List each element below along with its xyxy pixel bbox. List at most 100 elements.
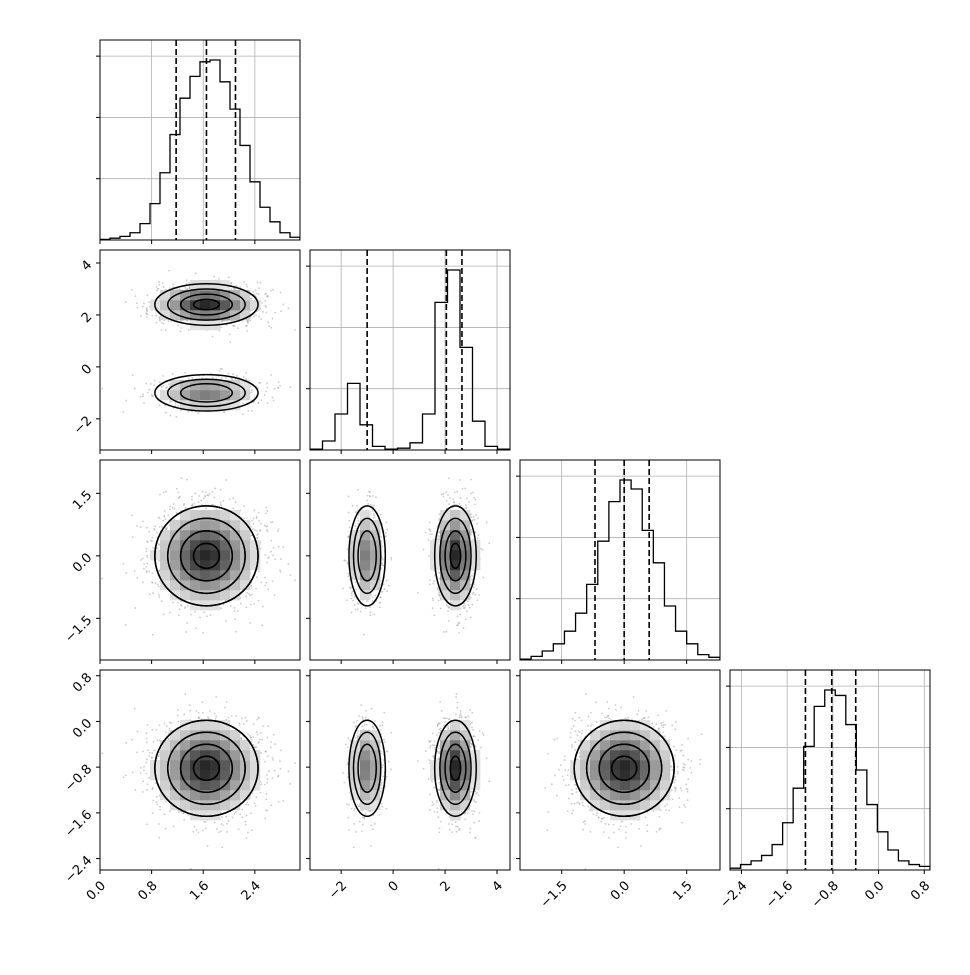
density-cell — [170, 300, 180, 310]
scatter-point — [253, 291, 255, 293]
scatter-point — [488, 542, 490, 544]
panel-0-0 — [96, 40, 300, 244]
scatter-point — [464, 607, 466, 609]
scatter-point — [447, 606, 449, 608]
scatter-point — [168, 383, 170, 385]
scatter-point — [132, 374, 134, 376]
scatter-point — [140, 315, 142, 317]
scatter-point — [188, 378, 190, 380]
scatter-point — [257, 282, 259, 284]
density-cell — [190, 580, 200, 590]
scatter-point — [372, 597, 374, 599]
scatter-point — [197, 412, 199, 414]
scatter-point — [155, 315, 157, 317]
scatter-point — [446, 500, 448, 502]
scatter-point — [347, 536, 349, 538]
scatter-point — [142, 306, 144, 308]
scatter-point — [137, 577, 139, 579]
scatter-point — [163, 492, 165, 494]
scatter-point — [266, 387, 268, 389]
scatter-point — [461, 488, 463, 490]
scatter-point — [258, 293, 260, 295]
scatter-point — [460, 497, 462, 499]
scatter-point — [194, 611, 196, 613]
scatter-point — [260, 523, 262, 525]
scatter-point — [360, 611, 362, 613]
scatter-point — [202, 632, 204, 634]
scatter-point — [177, 491, 179, 493]
scatter-point — [172, 507, 174, 509]
scatter-point — [165, 412, 167, 414]
scatter-point — [152, 395, 154, 397]
scatter-point — [274, 558, 276, 560]
scatter-point — [447, 494, 449, 496]
scatter-point — [471, 531, 473, 533]
scatter-point — [157, 548, 159, 550]
panel-content — [101, 270, 296, 418]
scatter-point — [261, 625, 263, 627]
scatter-point — [267, 402, 269, 404]
scatter-point — [264, 577, 266, 579]
scatter-point — [262, 311, 264, 313]
scatter-point — [153, 384, 155, 386]
panel-1-0 — [96, 250, 300, 454]
scatter-point — [181, 327, 183, 329]
scatter-point — [237, 610, 239, 612]
scatter-point — [470, 493, 472, 495]
scatter-point — [483, 577, 485, 579]
scatter-point — [210, 614, 212, 616]
scatter-point — [255, 293, 257, 295]
scatter-point — [428, 555, 430, 557]
scatter-point — [265, 512, 267, 514]
scatter-point — [219, 370, 221, 372]
scatter-point — [288, 307, 290, 309]
scatter-point — [203, 498, 205, 500]
scatter-point — [367, 495, 369, 497]
scatter-point — [214, 497, 216, 499]
scatter-point — [146, 316, 148, 318]
scatter-point — [251, 534, 253, 536]
scatter-point — [264, 300, 266, 302]
scatter-point — [174, 518, 176, 520]
scatter-point — [253, 316, 255, 318]
scatter-point — [272, 318, 274, 320]
scatter-point — [390, 557, 392, 559]
scatter-point — [272, 289, 274, 291]
scatter-point — [169, 287, 171, 289]
scatter-point — [373, 517, 375, 519]
scatter-point — [191, 496, 193, 498]
scatter-point — [152, 592, 154, 594]
scatter-point — [225, 620, 227, 622]
scatter-point — [151, 581, 153, 583]
scatter-point — [161, 525, 163, 527]
scatter-point — [260, 318, 262, 320]
scatter-point — [179, 609, 181, 611]
scatter-point — [172, 602, 174, 604]
scatter-point — [256, 534, 258, 536]
scatter-point — [123, 411, 125, 413]
scatter-point — [432, 583, 434, 585]
density-cell — [220, 590, 230, 600]
scatter-point — [280, 571, 282, 573]
scatter-point — [373, 504, 375, 506]
scatter-point — [252, 528, 254, 530]
scatter-point — [443, 493, 445, 495]
scatter-point — [386, 580, 388, 582]
scatter-point — [369, 614, 371, 616]
scatter-point — [159, 526, 161, 528]
scatter-point — [242, 402, 244, 404]
scatter-point — [243, 376, 245, 378]
density-cell — [210, 540, 220, 550]
scatter-point — [273, 400, 275, 402]
scatter-point — [274, 388, 276, 390]
scatter-point — [373, 513, 375, 515]
panel-1-1 — [306, 250, 510, 454]
scatter-point — [157, 583, 159, 585]
scatter-point — [264, 394, 266, 396]
scatter-point — [476, 523, 478, 525]
scatter-point — [246, 286, 248, 288]
scatter-point — [186, 622, 188, 624]
scatter-point — [183, 504, 185, 506]
scatter-point — [151, 315, 153, 317]
scatter-point — [265, 582, 267, 584]
